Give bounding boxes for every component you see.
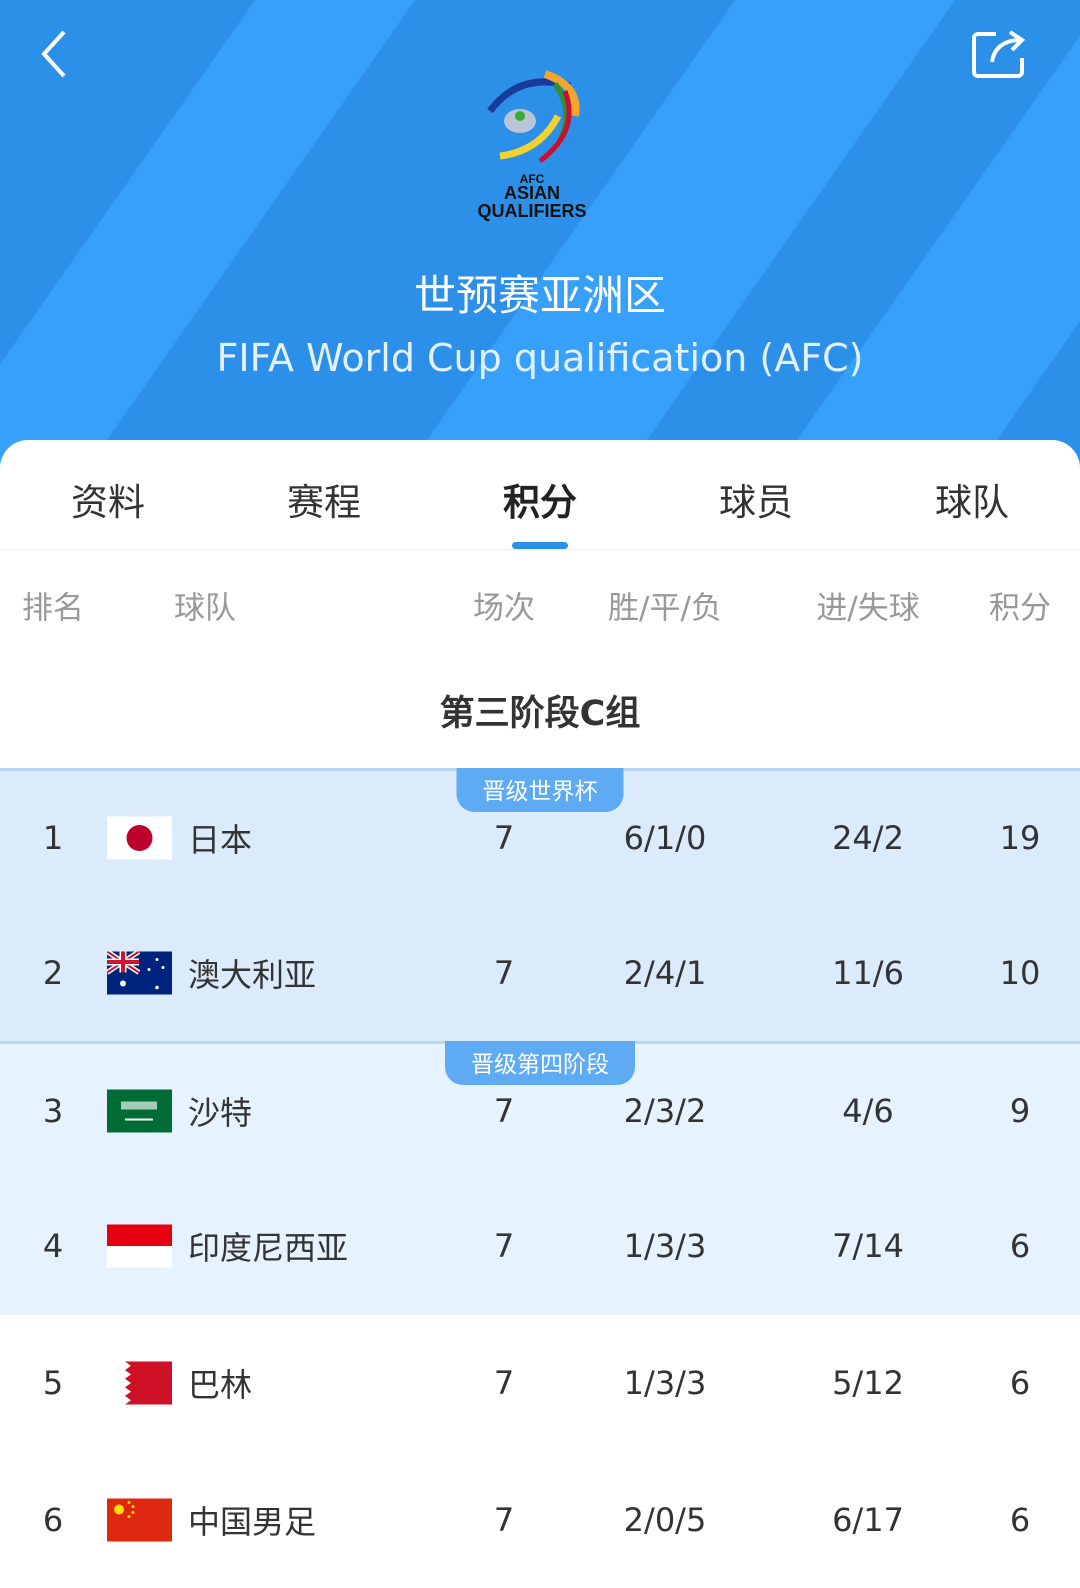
tab-teams[interactable]: 球队 [864,440,1080,549]
rank: 5 [43,1364,63,1402]
points: 6 [1010,1501,1030,1539]
wdl: 1/3/3 [624,1364,707,1402]
played: 7 [494,1092,514,1130]
wdl: 2/4/1 [624,954,707,992]
table-row[interactable]: 2 澳大利亚 7 2/4/1 11/6 10 [0,905,1080,1042]
col-played: 场次 [473,583,535,628]
rank: 4 [43,1227,63,1265]
col-points: 积分 [989,583,1051,628]
bahrain-flag-icon [107,1362,172,1405]
team-name[interactable]: 印度尼西亚 [188,1223,348,1269]
tab-bar: 资料 赛程 积分 球员 球队 [0,440,1080,550]
col-rank: 排名 [22,583,84,628]
goals: 7/14 [832,1227,904,1265]
points: 10 [1000,954,1041,992]
played: 7 [494,819,514,857]
wdl: 2/3/2 [624,1092,707,1130]
svg-text:QUALIFIERS: QUALIFIERS [477,201,586,221]
points: 6 [1010,1227,1030,1265]
col-team: 球队 [174,583,236,628]
group-title: 第三阶段C组 [0,660,1080,768]
goals: 4/6 [842,1092,894,1130]
tab-schedule[interactable]: 赛程 [216,440,432,549]
share-icon[interactable] [970,28,1028,80]
tab-standings[interactable]: 积分 [432,440,648,549]
japan-flag-icon [107,816,172,859]
col-goals: 进/失球 [816,583,919,628]
indonesia-flag-icon [107,1224,172,1267]
played: 7 [494,1227,514,1265]
rank: 3 [43,1092,63,1130]
wdl: 2/0/5 [624,1501,707,1539]
goals: 6/17 [832,1501,904,1539]
table-row[interactable]: 6 中国男足 7 2/0/5 6/17 6 [0,1452,1080,1588]
rank: 6 [43,1501,63,1539]
wdl: 6/1/0 [624,819,707,857]
header: AFC ASIAN QUALIFIERS 世预赛亚洲区 FIFA World C… [0,0,1080,470]
played: 7 [494,1364,514,1402]
team-name[interactable]: 沙特 [188,1088,252,1134]
team-name[interactable]: 日本 [188,815,252,861]
col-wdl: 胜/平/负 [608,583,722,628]
goals: 11/6 [832,954,904,992]
australia-flag-icon [107,951,172,994]
goals: 5/12 [832,1364,904,1402]
table-row[interactable]: 5 巴林 7 1/3/3 5/12 6 [0,1315,1080,1452]
table-row[interactable]: 1 日本 7 6/1/0 24/2 19 [0,771,1080,905]
team-name[interactable]: 中国男足 [188,1497,316,1543]
team-name[interactable]: 巴林 [188,1360,252,1406]
goals: 24/2 [832,819,904,857]
afc-asian-qualifiers-logo: AFC ASIAN QUALIFIERS [470,66,610,226]
svg-text:ASIAN: ASIAN [504,183,560,203]
china-flag-icon [107,1498,172,1541]
wdl: 1/3/3 [624,1227,707,1265]
team-name[interactable]: 澳大利亚 [188,950,316,996]
page-subtitle: FIFA World Cup qualification (AFC) [0,336,1080,380]
chevron-left-icon[interactable] [36,28,76,80]
played: 7 [494,954,514,992]
tab-players[interactable]: 球员 [648,440,864,549]
column-headers: 排名 球队 场次 胜/平/负 进/失球 积分 [0,550,1080,660]
table-row[interactable]: 3 沙特 7 2/3/2 4/6 9 [0,1044,1080,1178]
points: 19 [1000,819,1041,857]
standings-card: 资料 赛程 积分 球员 球队 排名 球队 场次 胜/平/负 进/失球 积分 第三… [0,440,1080,1573]
table-row[interactable]: 4 印度尼西亚 7 1/3/3 7/14 6 [0,1178,1080,1315]
points: 6 [1010,1364,1030,1402]
saudi-arabia-flag-icon [107,1089,172,1132]
tab-info[interactable]: 资料 [0,440,216,549]
played: 7 [494,1501,514,1539]
rank: 1 [43,819,63,857]
rank: 2 [43,954,63,992]
page-title: 世预赛亚洲区 [0,262,1080,323]
points: 9 [1010,1092,1030,1130]
